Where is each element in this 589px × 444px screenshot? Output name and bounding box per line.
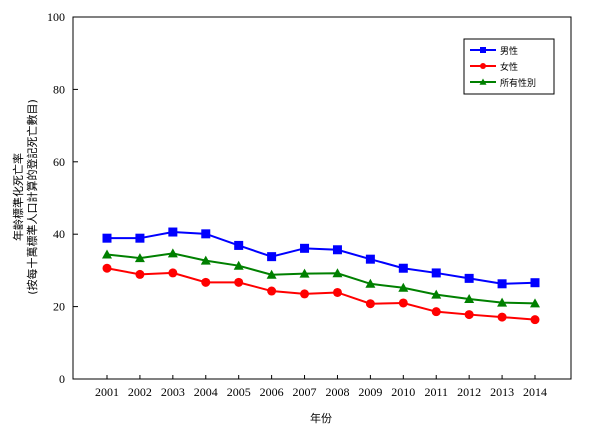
x-tick-label: 2001 <box>95 385 119 399</box>
series-line <box>106 252 536 305</box>
data-point <box>464 293 475 303</box>
y-tick-label: 20 <box>53 300 65 314</box>
data-point <box>398 263 408 273</box>
data-point <box>266 269 277 279</box>
data-point <box>102 249 112 259</box>
data-point <box>234 240 244 250</box>
data-point <box>497 279 507 289</box>
series-1 <box>102 227 540 289</box>
y-tick-label: 80 <box>53 82 65 96</box>
x-axis: 2001 2002 2003 2004 2005 2006 2007 2008 2009 2010… <box>95 375 547 399</box>
data-point <box>267 252 277 262</box>
data-point <box>267 286 277 296</box>
data-point <box>431 289 442 299</box>
plot-border <box>72 16 572 380</box>
y-tick-label: 0 <box>59 372 65 386</box>
y-axis-label-line1: 年齡標準化死亡率 <box>11 153 25 241</box>
x-tick-label: 2009 <box>358 385 382 399</box>
data-point <box>398 282 409 292</box>
x-tick-label: 2004 <box>194 385 218 399</box>
data-point <box>201 229 211 239</box>
series-2 <box>102 263 540 325</box>
series-line <box>107 231 536 285</box>
legend-entry: 男性 <box>470 45 518 57</box>
data-point <box>497 312 507 322</box>
y-axis-label: 年齡標準化死亡率 (按每十萬標準人口計算的登記死亡數目) <box>11 99 39 295</box>
legend-label: 所有性別 <box>500 77 536 89</box>
data-point <box>480 47 486 53</box>
y-axis-label-line2: (按每十萬標準人口計算的登記死亡數目) <box>25 99 39 295</box>
data-point <box>134 253 145 263</box>
data-point <box>135 269 145 279</box>
data-point <box>464 273 474 283</box>
data-point <box>365 254 375 264</box>
data-point <box>332 287 342 297</box>
data-point <box>168 268 178 278</box>
data-point <box>300 243 310 253</box>
data-point <box>300 289 310 299</box>
x-tick-label: 2011 <box>424 385 448 399</box>
x-tick-label: 2010 <box>391 385 415 399</box>
series-3 <box>102 248 540 308</box>
data-point <box>365 278 376 288</box>
data-point <box>135 233 145 243</box>
x-tick-label: 2006 <box>260 385 284 399</box>
y-axis: 0 20 40 60 80 100 <box>47 10 78 386</box>
data-point <box>332 245 342 255</box>
legend-label: 男性 <box>500 45 518 57</box>
data-point <box>530 278 540 288</box>
series-layer <box>102 227 540 325</box>
x-tick-label: 2005 <box>227 385 251 399</box>
data-point <box>102 263 112 273</box>
x-tick-label: 2013 <box>490 385 514 399</box>
x-tick-label: 2003 <box>161 385 185 399</box>
data-point <box>431 307 441 317</box>
data-point <box>167 248 178 258</box>
data-point <box>479 78 487 85</box>
x-axis-label: 年份 <box>310 411 332 425</box>
data-point <box>530 315 540 325</box>
data-point <box>431 268 441 278</box>
plot-frame <box>72 16 572 380</box>
x-tick-label: 2012 <box>457 385 481 399</box>
data-point <box>234 277 244 287</box>
legend-entry: 女性 <box>470 61 518 73</box>
data-point <box>497 297 508 307</box>
x-tick-label: 2002 <box>128 385 152 399</box>
series-line <box>106 267 536 321</box>
y-tick-label: 40 <box>53 227 65 241</box>
data-point <box>480 63 486 69</box>
data-point <box>233 260 244 270</box>
data-point <box>530 298 540 308</box>
x-tick-label: 2007 <box>293 385 317 399</box>
x-tick-label: 2014 <box>523 385 547 399</box>
data-point <box>168 227 178 237</box>
x-tick-label: 2008 <box>325 385 349 399</box>
y-tick-label: 100 <box>47 10 65 24</box>
data-point <box>332 268 343 278</box>
data-point <box>365 299 375 309</box>
data-point <box>201 277 211 287</box>
y-tick-label: 60 <box>53 155 65 169</box>
data-point <box>464 310 474 320</box>
legend-label: 女性 <box>500 61 518 73</box>
data-point <box>102 233 112 243</box>
data-point <box>299 268 310 278</box>
data-point <box>398 298 408 308</box>
legend-entry: 所有性別 <box>470 77 536 89</box>
data-point <box>200 255 211 265</box>
